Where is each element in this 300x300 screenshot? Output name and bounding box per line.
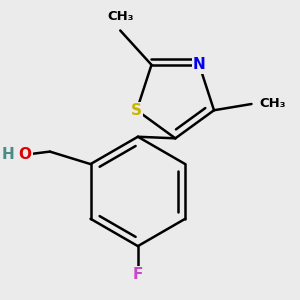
Text: O: O: [18, 147, 32, 162]
Text: N: N: [193, 57, 206, 72]
Text: S: S: [131, 103, 142, 118]
Text: H: H: [1, 147, 14, 162]
Text: CH₃: CH₃: [107, 10, 134, 23]
Text: CH₃: CH₃: [259, 98, 286, 110]
Text: F: F: [133, 267, 143, 282]
